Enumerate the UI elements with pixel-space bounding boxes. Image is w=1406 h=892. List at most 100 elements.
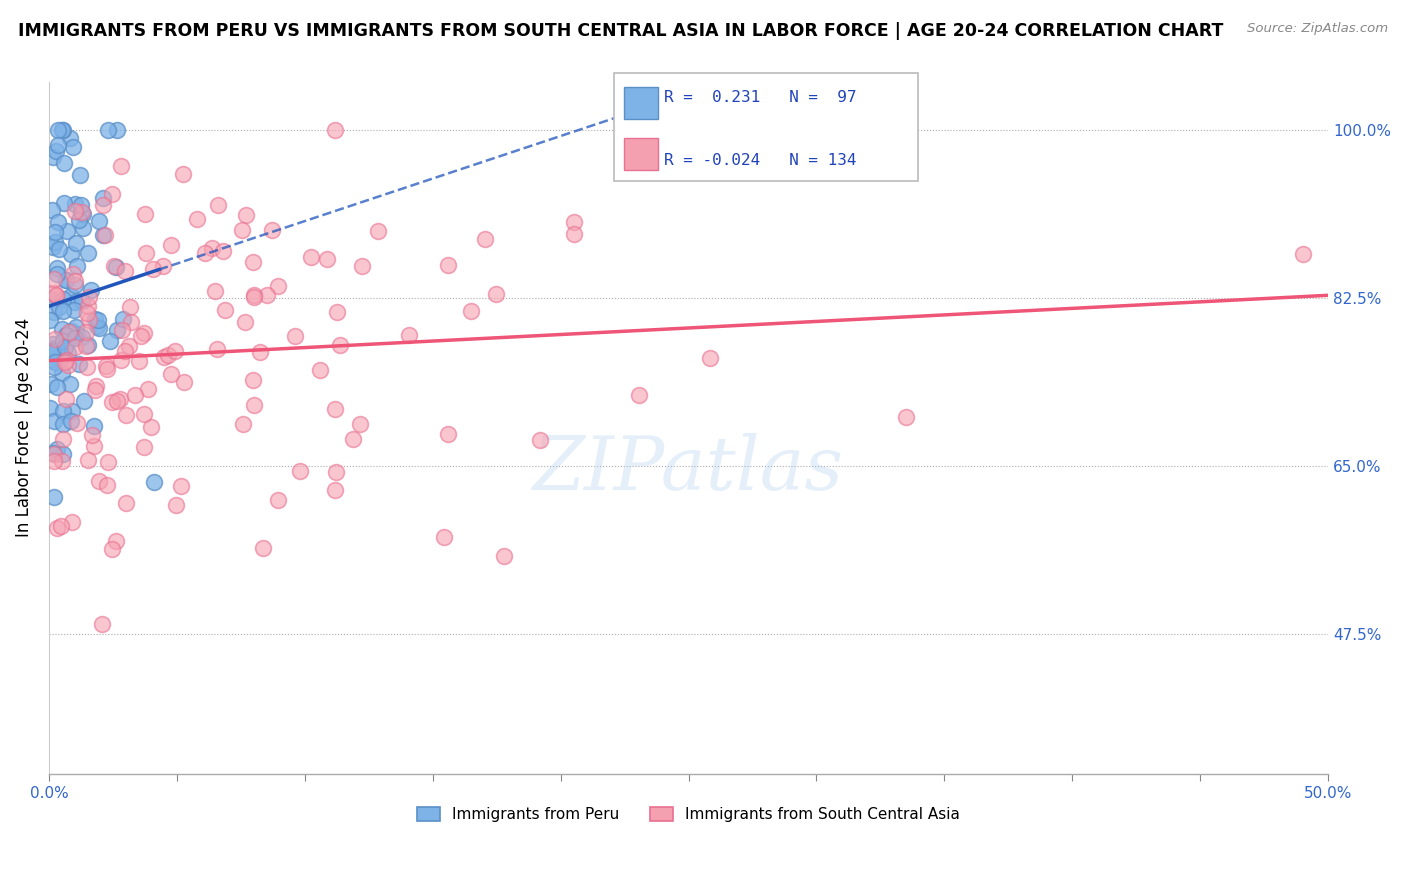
Point (58, 346, 80, 360)
Point (52, 123, 75, 137)
Point (52, 417, 75, 431)
Point (529, 433, 551, 447)
Text: ZIPatlas: ZIPatlas (533, 434, 844, 506)
Text: R =  0.231   N =  97: R = 0.231 N = 97 (664, 90, 856, 105)
Point (131, 329, 153, 343)
Point (84, 312, 107, 326)
Point (86, 318, 108, 333)
Point (256, 287, 278, 301)
Point (45, 287, 67, 301)
Point (63, 197, 86, 211)
Point (90, 616, 112, 631)
Point (159, 367, 181, 381)
Point (84, 379, 107, 393)
Point (55, 273, 77, 287)
Point (111, 323, 134, 337)
Point (70, 197, 93, 211)
Point (201, 241, 224, 255)
Point (83, 439, 105, 453)
Point (65, 274, 87, 288)
Point (59, 289, 82, 303)
Point (63, 330, 86, 344)
Point (433, 530, 456, 544)
Point (39, 343, 62, 358)
Point (460, 303, 482, 318)
Point (58, 376, 80, 391)
Point (326, 305, 349, 319)
Point (39, 313, 62, 327)
Point (309, 363, 332, 377)
Point (93, 227, 115, 242)
Point (45, 267, 67, 281)
Point (120, 315, 142, 329)
Point (101, 187, 124, 202)
Point (110, 159, 132, 173)
Point (103, 259, 125, 273)
Point (562, 227, 585, 242)
Point (44, 235, 66, 249)
Text: IMMIGRANTS FROM PERU VS IMMIGRANTS FROM SOUTH CENTRAL ASIA IN LABOR FORCE | AGE : IMMIGRANTS FROM PERU VS IMMIGRANTS FROM … (18, 22, 1223, 40)
Point (110, 353, 132, 368)
Point (58, 326, 80, 340)
Point (323, 483, 346, 497)
Point (104, 534, 127, 549)
Point (65, 235, 87, 250)
Point (70, 330, 93, 344)
Point (96, 478, 118, 492)
Point (288, 464, 311, 478)
Point (235, 209, 257, 223)
Point (207, 198, 229, 212)
Point (214, 302, 236, 317)
Point (1291, 247, 1313, 261)
Point (62, 139, 84, 153)
Point (46, 138, 69, 153)
Point (39, 401, 62, 415)
Point (165, 344, 187, 359)
Point (42, 414, 65, 428)
Point (89, 320, 111, 334)
Point (42, 272, 65, 286)
Point (53, 196, 76, 211)
Point (142, 475, 165, 490)
Point (118, 300, 141, 314)
Point (349, 417, 371, 432)
Point (284, 328, 307, 343)
Point (91, 198, 114, 212)
Point (63, 302, 86, 317)
Point (97, 455, 120, 469)
Point (44, 490, 66, 504)
Y-axis label: In Labor Force | Age 20-24: In Labor Force | Age 20-24 (15, 318, 32, 538)
Point (42, 305, 65, 319)
Point (104, 260, 127, 275)
Point (94, 359, 117, 374)
Point (323, 402, 346, 417)
Point (112, 312, 135, 326)
Point (325, 465, 347, 479)
Point (48, 301, 70, 315)
Point (87, 313, 110, 327)
Point (52, 447, 75, 461)
Point (52, 304, 75, 318)
Point (72, 207, 94, 221)
Point (42, 343, 65, 357)
Point (44, 332, 66, 346)
Point (77, 338, 100, 352)
Point (152, 260, 174, 274)
Point (56, 334, 79, 348)
Point (42, 446, 65, 460)
Point (76, 306, 98, 320)
Point (62, 267, 84, 281)
Point (73, 393, 96, 408)
Point (114, 495, 136, 509)
Point (153, 351, 176, 365)
Point (142, 261, 165, 276)
Point (494, 549, 516, 563)
Point (75, 325, 97, 339)
Point (44, 360, 66, 375)
Point (46, 123, 69, 137)
Point (63, 204, 86, 219)
Point (66, 259, 89, 273)
Point (134, 407, 156, 421)
Point (315, 252, 337, 266)
Point (77, 299, 100, 313)
